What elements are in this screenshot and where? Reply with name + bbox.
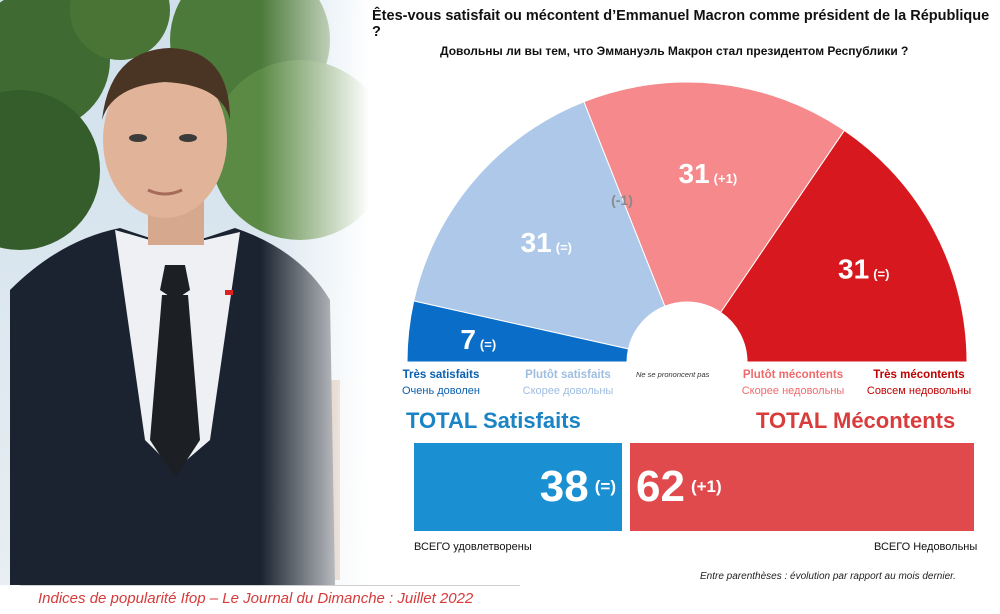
category-label-ru: Скорее недовольны	[741, 385, 845, 397]
semicircle-chart: 7 (=)31 (=)(-1)31 (+1)31 (=)	[406, 81, 968, 363]
total-mecontents-ru: ВСЕГО Недовольны	[874, 541, 978, 553]
total-mecontents-change: (+1)	[690, 477, 722, 496]
category-label: Plutôt mécontents	[742, 369, 844, 381]
category-tres-mecontents: Très mécontents Совсем недовольны	[862, 367, 976, 399]
total-mecontents-title: TOTAL Mécontents	[756, 408, 956, 433]
total-satisfaits-box: 38 (=)	[414, 443, 622, 531]
total-satisfaits-ru: ВСЕГО удовлетворены	[414, 541, 532, 553]
footer-source: Indices de popularité Ifop – Le Journal …	[38, 590, 474, 607]
total-satisfaits-value: 38	[539, 462, 589, 511]
data-label-nsp: (-1)	[611, 192, 633, 208]
slice-tres-mecontents	[720, 129, 968, 363]
nsp-label: Ne se prononcent pas	[636, 370, 710, 379]
slice-plutot-satisfaits	[413, 101, 666, 350]
total-mecontents-box: 62 (+1)	[630, 443, 974, 531]
category-label: Plutôt satisfaits	[525, 369, 611, 381]
evolution-note: Entre parenthèses : évolution par rappor…	[700, 571, 956, 582]
category-label-ru: Скорее довольны	[522, 385, 614, 397]
category-label-ru: Совсем недовольны	[866, 385, 972, 397]
president-photo	[0, 0, 420, 585]
category-label-ru: Очень доволен	[401, 385, 480, 397]
category-label: Très satisfaits	[402, 369, 480, 381]
question-fr: Êtes-vous satisfait ou mécontent d’Emman…	[372, 8, 990, 40]
category-label: Très mécontents	[873, 369, 965, 381]
total-satisfaits-title: TOTAL Satisfaits	[406, 408, 581, 433]
footer-divider	[20, 585, 520, 586]
category-tres-satisfaits: Très satisfaits Очень доволен	[396, 367, 486, 399]
category-plutot-satisfaits: Plutôt satisfaits Скорее довольны	[514, 367, 622, 399]
slice-plutot-mecontents	[583, 81, 846, 314]
total-satisfaits-change: (=)	[594, 477, 616, 496]
total-mecontents-value: 62	[636, 462, 685, 511]
category-plutot-mecontents: Plutôt mécontents Скорее недовольны	[730, 367, 856, 399]
question-ru: Довольны ли вы тем, что Эммануэль Макрон…	[440, 44, 909, 58]
